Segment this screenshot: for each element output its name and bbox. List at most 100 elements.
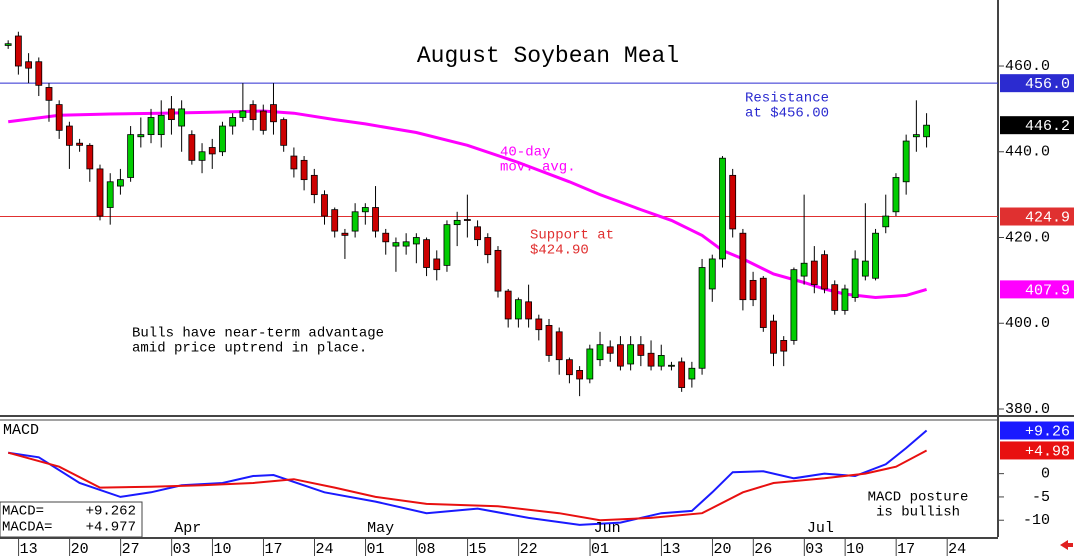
candle-body [719, 157, 726, 260]
y-tick-label: 440.0 [1005, 144, 1050, 161]
macd-line [8, 429, 928, 526]
candle-body [168, 108, 175, 121]
candle-body [800, 262, 808, 277]
candle-body [637, 344, 645, 356]
legend-name: MACD= [2, 504, 44, 520]
candle-body [647, 352, 655, 367]
x-tick-label: 17 [264, 541, 282, 557]
candle-body [790, 269, 798, 341]
candle-body [45, 87, 53, 101]
x-tick-label: 27 [122, 541, 140, 557]
value-tag [1000, 280, 1074, 299]
candle-body [688, 367, 696, 380]
x-tick-label: 22 [520, 541, 538, 557]
x-tick-label: 24 [315, 541, 333, 557]
candle-body [290, 155, 298, 170]
candle-body [514, 299, 522, 320]
annotation: is bullish [876, 505, 960, 521]
x-tick-label: 08 [418, 541, 436, 557]
x-tick-label: 01 [591, 541, 609, 557]
candle-body [157, 114, 165, 136]
candle-body [4, 43, 12, 46]
candle-body [749, 279, 757, 301]
annotation: MACD posture [868, 490, 969, 506]
x-tick-label: 20 [713, 541, 731, 557]
candle-body [331, 209, 339, 232]
legend-name: MACDA= [2, 520, 52, 536]
y-tick-label: -5 [1032, 489, 1050, 506]
x-tick-label: 03 [805, 541, 823, 557]
candle-body [270, 104, 277, 123]
candle-body [76, 142, 83, 146]
x-tick-label: 03 [173, 541, 191, 557]
candle-body [55, 104, 63, 131]
legend-value: +9.262 [86, 504, 136, 520]
annotation: amid price uptrend in place. [132, 341, 367, 357]
candle-body [545, 324, 553, 356]
y-tick-label: 0 [1041, 466, 1050, 483]
value-tag [1000, 421, 1074, 440]
x-tick-label: 24 [948, 541, 966, 557]
candle-body [596, 344, 604, 361]
candle-body [96, 168, 104, 217]
candle-body [698, 267, 706, 369]
value-tag-label: 446.2 [1025, 118, 1070, 135]
value-tag [1000, 441, 1074, 460]
value-tag-label: 456.0 [1025, 76, 1070, 93]
candle-body [117, 179, 124, 187]
candle-body [831, 284, 839, 311]
candle-body [219, 125, 226, 153]
candle-body [402, 241, 410, 247]
y-tick-label: 420.0 [1005, 229, 1050, 246]
value-tag [1000, 74, 1074, 93]
y-tick-label: 460.0 [1005, 58, 1050, 75]
candle-body [912, 134, 920, 138]
candle-body [208, 147, 216, 155]
x-tick-label: 01 [367, 541, 385, 557]
candle-body [463, 219, 471, 221]
candle-body [861, 260, 869, 277]
annotation: at $456.00 [745, 106, 829, 122]
candle-body [708, 258, 716, 290]
candle-body [361, 207, 369, 213]
candle-body [668, 364, 675, 367]
candle-body [300, 159, 308, 181]
candle-body [892, 177, 900, 213]
x-tick-label: 10 [213, 541, 231, 557]
value-tag [1000, 116, 1074, 135]
y-tick-label: -10 [1023, 512, 1050, 529]
candle-body [729, 174, 737, 230]
candle-body [178, 108, 186, 127]
x-tick-label: 10 [846, 541, 864, 557]
candle-body [484, 237, 492, 256]
candle-body [65, 125, 73, 146]
candle-body [433, 258, 441, 271]
ma-line [8, 109, 928, 300]
candle-body [259, 110, 267, 131]
candle-body [821, 254, 828, 290]
candle-body [606, 346, 614, 354]
candle-body [321, 194, 328, 217]
annotation: 40-day [500, 145, 550, 161]
candle-body [188, 134, 196, 161]
month-label: Jul [807, 520, 834, 537]
candle-body [739, 232, 747, 301]
candle-body [770, 320, 777, 354]
candle-body [810, 260, 818, 286]
month-label: May [367, 520, 394, 537]
candle-body [882, 215, 890, 228]
candle-body [443, 224, 451, 266]
candle-body [555, 331, 563, 361]
y-tick-label: 380.0 [1005, 401, 1050, 418]
annotation: Bulls have near-term advantage [132, 326, 384, 342]
value-tag-label: 407.9 [1025, 282, 1070, 299]
candle-body [586, 348, 594, 380]
candle-body [525, 301, 532, 320]
candle-body [106, 181, 114, 208]
candle-body [504, 290, 512, 320]
candle-body [453, 219, 461, 226]
month-label: Apr [174, 520, 201, 537]
x-tick-label: 13 [662, 541, 680, 557]
annotation: mov. avg. [500, 160, 576, 176]
